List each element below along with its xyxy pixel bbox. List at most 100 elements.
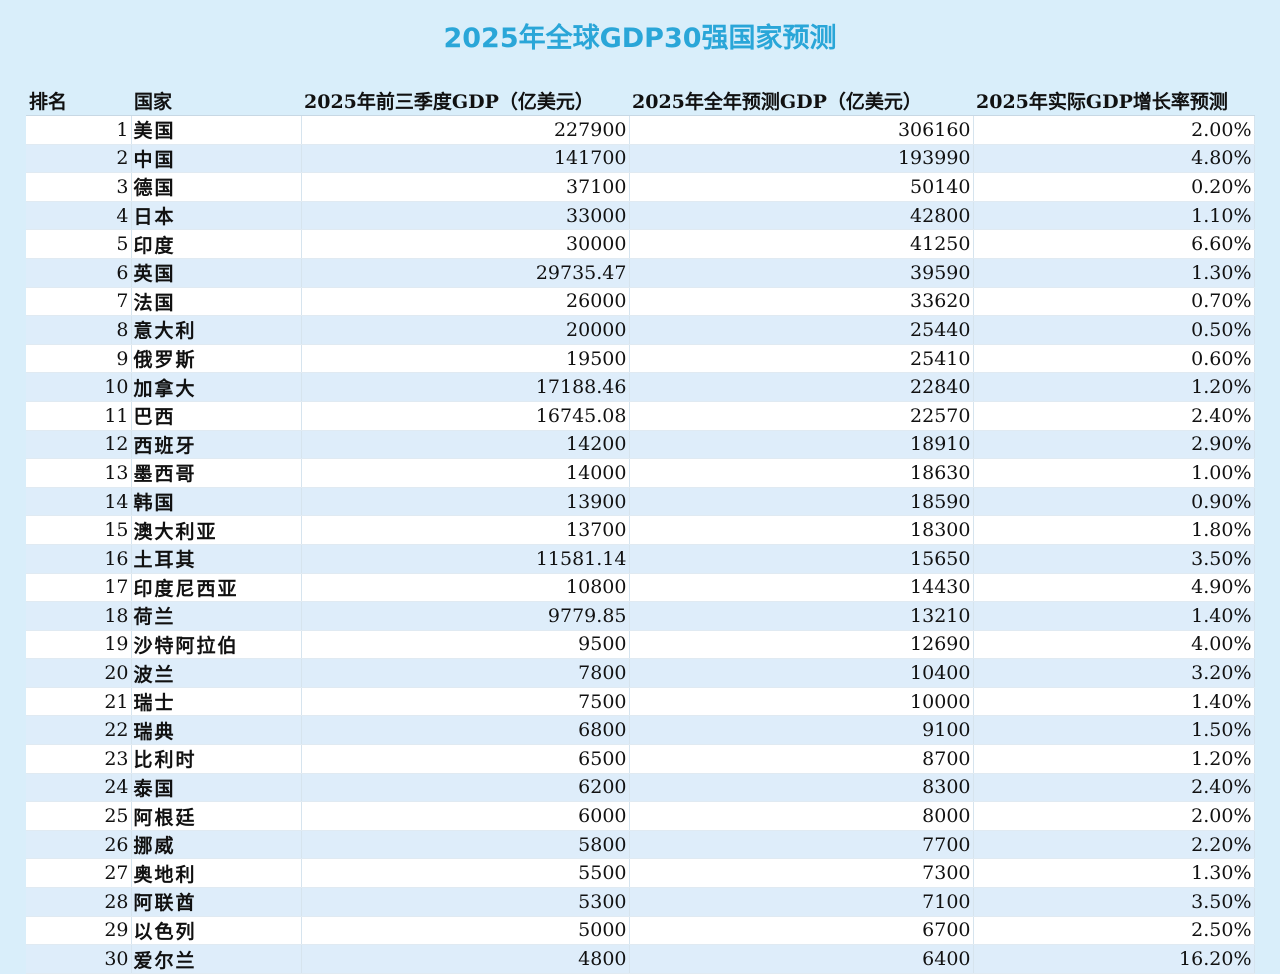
rank-cell: 16 xyxy=(26,544,132,574)
q3-gdp-cell: 9500 xyxy=(301,630,630,660)
rank-cell: 24 xyxy=(26,773,132,803)
rank-cell: 29 xyxy=(26,916,132,946)
country-cell: 意大利 xyxy=(131,315,302,345)
q3-gdp-cell: 11581.14 xyxy=(301,544,630,574)
rank-cell: 4 xyxy=(26,201,132,231)
growth-rate-cell: 2.90% xyxy=(973,430,1255,460)
table-row: 11 巴西 16745.08 22570 2.40% xyxy=(26,401,1255,431)
q3-gdp-cell: 6800 xyxy=(301,715,630,746)
full-year-gdp-cell: 50140 xyxy=(629,172,974,202)
rank-cell: 8 xyxy=(26,315,132,345)
q3-gdp-cell: 13700 xyxy=(301,515,630,545)
table-row: 26 挪威 5800 7700 2.20% xyxy=(26,830,1255,860)
rank-cell: 7 xyxy=(26,287,132,317)
q3-gdp-cell: 6500 xyxy=(301,744,630,774)
table-row: 15 澳大利亚 13700 18300 1.80% xyxy=(26,515,1255,545)
full-year-gdp-cell: 10000 xyxy=(629,687,974,717)
header-country: 国家 xyxy=(131,86,301,116)
country-cell: 俄罗斯 xyxy=(131,344,302,374)
header-full-year-gdp: 2025年全年预测GDP（亿美元） xyxy=(629,86,973,116)
growth-rate-cell: 6.60% xyxy=(973,229,1255,259)
rank-cell: 20 xyxy=(26,658,132,688)
growth-rate-cell: 1.40% xyxy=(973,687,1255,717)
country-cell: 比利时 xyxy=(131,744,302,774)
table-row: 6 英国 29735.47 39590 1.30% xyxy=(26,258,1255,288)
q3-gdp-cell: 4800 xyxy=(301,944,630,974)
country-cell: 法国 xyxy=(131,287,302,317)
table-row: 3 德国 37100 50140 0.20% xyxy=(26,172,1255,202)
country-cell: 韩国 xyxy=(131,487,302,517)
rank-cell: 17 xyxy=(26,573,132,603)
full-year-gdp-cell: 6400 xyxy=(629,944,974,974)
q3-gdp-cell: 13900 xyxy=(301,487,630,517)
growth-rate-cell: 16.20% xyxy=(973,944,1255,974)
growth-rate-cell: 2.40% xyxy=(973,773,1255,803)
growth-rate-cell: 4.90% xyxy=(973,573,1255,603)
q3-gdp-cell: 5500 xyxy=(301,858,630,889)
full-year-gdp-cell: 8300 xyxy=(629,773,974,803)
table-header-row: 排名 国家 2025年前三季度GDP（亿美元） 2025年全年预测GDP（亿美元… xyxy=(26,86,1254,116)
rank-cell: 12 xyxy=(26,430,132,460)
q3-gdp-cell: 6000 xyxy=(301,801,630,831)
country-cell: 中国 xyxy=(131,144,302,174)
full-year-gdp-cell: 18590 xyxy=(629,487,974,517)
full-year-gdp-cell: 18630 xyxy=(629,458,974,488)
rank-cell: 15 xyxy=(26,515,132,545)
full-year-gdp-cell: 18910 xyxy=(629,430,974,460)
country-cell: 瑞典 xyxy=(131,715,302,746)
country-cell: 英国 xyxy=(131,258,302,288)
q3-gdp-cell: 26000 xyxy=(301,287,630,317)
table-row: 2 中国 141700 193990 4.80% xyxy=(26,144,1255,174)
country-cell: 印度尼西亚 xyxy=(131,573,302,603)
country-cell: 巴西 xyxy=(131,401,302,431)
full-year-gdp-cell: 9100 xyxy=(629,715,974,746)
table-row: 25 阿根廷 6000 8000 2.00% xyxy=(26,801,1255,831)
q3-gdp-cell: 227900 xyxy=(301,115,630,145)
table-row: 16 土耳其 11581.14 15650 3.50% xyxy=(26,544,1255,574)
rank-cell: 13 xyxy=(26,458,132,488)
growth-rate-cell: 2.00% xyxy=(973,801,1255,831)
table-row: 21 瑞士 7500 10000 1.40% xyxy=(26,687,1255,717)
full-year-gdp-cell: 25410 xyxy=(629,344,974,374)
country-cell: 墨西哥 xyxy=(131,458,302,488)
table-row: 7 法国 26000 33620 0.70% xyxy=(26,287,1255,317)
growth-rate-cell: 1.10% xyxy=(973,201,1255,231)
table-row: 14 韩国 13900 18590 0.90% xyxy=(26,487,1255,517)
growth-rate-cell: 3.20% xyxy=(973,658,1255,688)
q3-gdp-cell: 5300 xyxy=(301,887,630,917)
full-year-gdp-cell: 13210 xyxy=(629,601,974,631)
full-year-gdp-cell: 8700 xyxy=(629,744,974,774)
rank-cell: 2 xyxy=(26,144,132,174)
country-cell: 瑞士 xyxy=(131,687,302,717)
q3-gdp-cell: 10800 xyxy=(301,573,630,603)
q3-gdp-cell: 17188.46 xyxy=(301,372,630,402)
rank-cell: 22 xyxy=(26,715,132,746)
full-year-gdp-cell: 7100 xyxy=(629,887,974,917)
country-cell: 加拿大 xyxy=(131,372,302,402)
full-year-gdp-cell: 193990 xyxy=(629,144,974,174)
table-row: 19 沙特阿拉伯 9500 12690 4.00% xyxy=(26,630,1255,660)
q3-gdp-cell: 33000 xyxy=(301,201,630,231)
table-row: 28 阿联酋 5300 7100 3.50% xyxy=(26,887,1255,917)
rank-cell: 9 xyxy=(26,344,132,374)
table-row: 24 泰国 6200 8300 2.40% xyxy=(26,773,1255,803)
full-year-gdp-cell: 42800 xyxy=(629,201,974,231)
growth-rate-cell: 4.00% xyxy=(973,630,1255,660)
rank-cell: 23 xyxy=(26,744,132,774)
growth-rate-cell: 1.50% xyxy=(973,715,1255,746)
q3-gdp-cell: 5800 xyxy=(301,830,630,860)
growth-rate-cell: 3.50% xyxy=(973,544,1255,574)
table-row: 17 印度尼西亚 10800 14430 4.90% xyxy=(26,573,1255,603)
table-row: 5 印度 30000 41250 6.60% xyxy=(26,229,1255,259)
table-row: 30 爱尔兰 4800 6400 16.20% xyxy=(26,944,1255,974)
full-year-gdp-cell: 8000 xyxy=(629,801,974,831)
q3-gdp-cell: 5000 xyxy=(301,916,630,946)
country-cell: 荷兰 xyxy=(131,601,302,631)
table-row: 18 荷兰 9779.85 13210 1.40% xyxy=(26,601,1255,631)
table-row: 8 意大利 20000 25440 0.50% xyxy=(26,315,1255,345)
q3-gdp-cell: 14000 xyxy=(301,458,630,488)
rank-cell: 25 xyxy=(26,801,132,831)
q3-gdp-cell: 20000 xyxy=(301,315,630,345)
full-year-gdp-cell: 12690 xyxy=(629,630,974,660)
growth-rate-cell: 2.50% xyxy=(973,916,1255,946)
